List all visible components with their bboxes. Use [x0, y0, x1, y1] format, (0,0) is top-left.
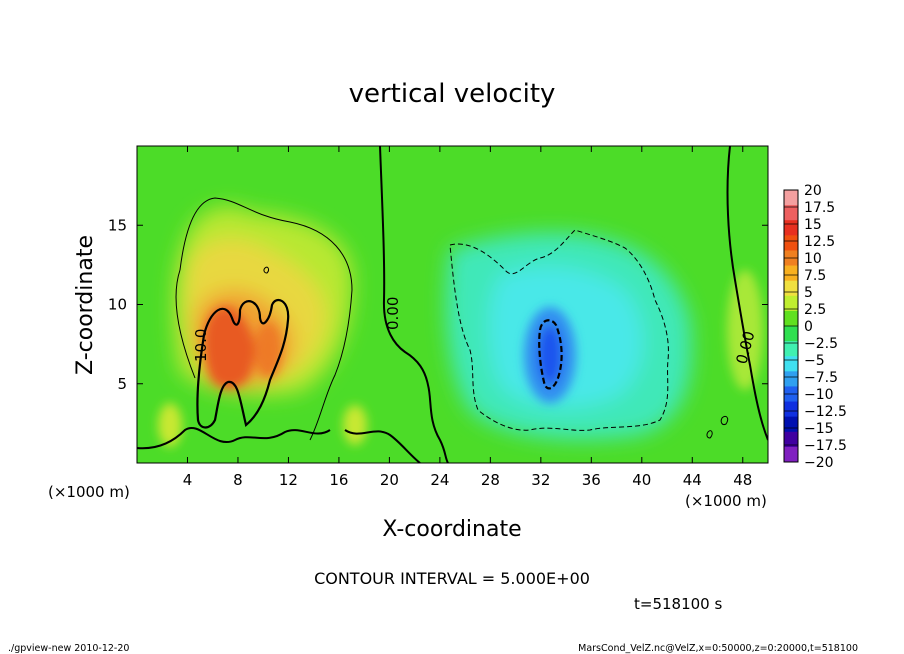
colorbar-label: 12.5	[804, 234, 835, 250]
colorbar-swatch	[784, 431, 798, 448]
colorbar-swatch	[784, 235, 798, 251]
contour-5	[175, 197, 353, 441]
y-axis-title: Z-coordinate	[73, 235, 98, 375]
x-tick-label: 44	[683, 471, 702, 489]
contour-neg10	[538, 319, 563, 390]
y-axis: 5 10 15	[108, 216, 768, 393]
colorbar-label: −15	[804, 421, 834, 437]
y-axis-unit: (×1000 m)	[48, 483, 130, 501]
x-axis: 4 8 12 16 20 24 28 32 36 40 44 48	[183, 146, 752, 489]
contour-10	[196, 298, 290, 429]
contour-label: 0.00	[384, 297, 402, 330]
colorbar-swatch	[784, 280, 798, 297]
contour-label: 10.0	[192, 329, 210, 362]
x-axis-title: X-coordinate	[382, 517, 521, 542]
x-tick-label: 4	[183, 471, 193, 489]
colorbar-swatch	[784, 341, 798, 357]
x-tick-label: 24	[430, 471, 449, 489]
colorbar-label: 2.5	[804, 302, 826, 318]
colorbar-swatch	[784, 310, 798, 327]
edge-updraft	[727, 270, 763, 390]
colorbar-label: 20	[804, 183, 822, 199]
colorbar-label: 0	[804, 319, 813, 335]
x-tick-label: 20	[380, 471, 399, 489]
colorbar-label: −5	[804, 353, 825, 369]
downdraft-core	[538, 325, 562, 385]
colorbar-label: −20	[804, 455, 834, 471]
x-axis-unit: (×1000 m)	[685, 492, 767, 510]
y-tick-label: 15	[108, 216, 127, 234]
colorbar-swatch	[784, 220, 798, 236]
colorbar-label: −2.5	[804, 336, 838, 352]
colorbar-label: −10	[804, 387, 834, 403]
x-tick-label: 40	[632, 471, 651, 489]
colorbar-swatch	[784, 446, 798, 463]
updraft-core-2	[254, 322, 282, 378]
colorbar-swatch	[784, 295, 798, 312]
x-tick-label: 8	[233, 471, 243, 489]
low-updraft-2	[343, 405, 367, 445]
colorbar-swatch	[784, 356, 798, 372]
contour-0-right	[726, 146, 768, 441]
x-tick-label: 48	[733, 471, 752, 489]
colorbar-swatch	[784, 371, 798, 387]
contour-0-mid	[379, 146, 449, 463]
colorbar-swatch	[784, 265, 798, 282]
x-tick-label: 16	[329, 471, 348, 489]
colorbar-label: 17.5	[804, 200, 835, 216]
colorbar-label: 15	[804, 217, 822, 233]
y-tick-label: 5	[117, 375, 127, 393]
footer-left: ./gpview-new 2010-12-20	[8, 643, 129, 654]
y-tick-label: 10	[108, 296, 127, 314]
colorbar-swatch	[784, 401, 798, 418]
x-tick-label: 28	[481, 471, 500, 489]
x-tick-label: 32	[531, 471, 550, 489]
plot-area	[137, 146, 768, 463]
x-tick-label: 36	[582, 471, 601, 489]
colorbar: 2017.51512.5107.552.50−2.5−5−7.5−10−12.5…	[783, 183, 847, 471]
footer-right: MarsCond_VelZ.nc@VelZ,x=0:50000,z=0:2000…	[578, 643, 858, 654]
x-tick-label: 12	[279, 471, 298, 489]
chart-title: vertical velocity	[349, 79, 556, 109]
colorbar-label: −17.5	[804, 438, 847, 454]
colorbar-swatch	[784, 205, 798, 221]
colorbar-label: 10	[804, 251, 822, 267]
contour-small-2	[706, 430, 713, 439]
colorbar-label: −12.5	[804, 404, 847, 420]
colorbar-swatch	[784, 190, 798, 206]
contour-small-3	[263, 266, 269, 274]
low-updraft-1	[158, 403, 182, 447]
time-label: t=518100 s	[634, 595, 722, 613]
colorbar-swatch	[784, 416, 798, 433]
colorbar-label: −7.5	[804, 370, 838, 386]
contour-interval: CONTOUR INTERVAL = 5.000E+00	[314, 569, 590, 588]
contour-neg5	[449, 229, 669, 431]
colorbar-swatch	[784, 326, 798, 342]
contour-small-1	[720, 415, 729, 425]
updraft-core	[204, 306, 255, 389]
colorbar-label: 5	[804, 285, 813, 301]
colorbar-label: 7.5	[804, 268, 826, 284]
contour-0-bottom	[137, 427, 421, 463]
